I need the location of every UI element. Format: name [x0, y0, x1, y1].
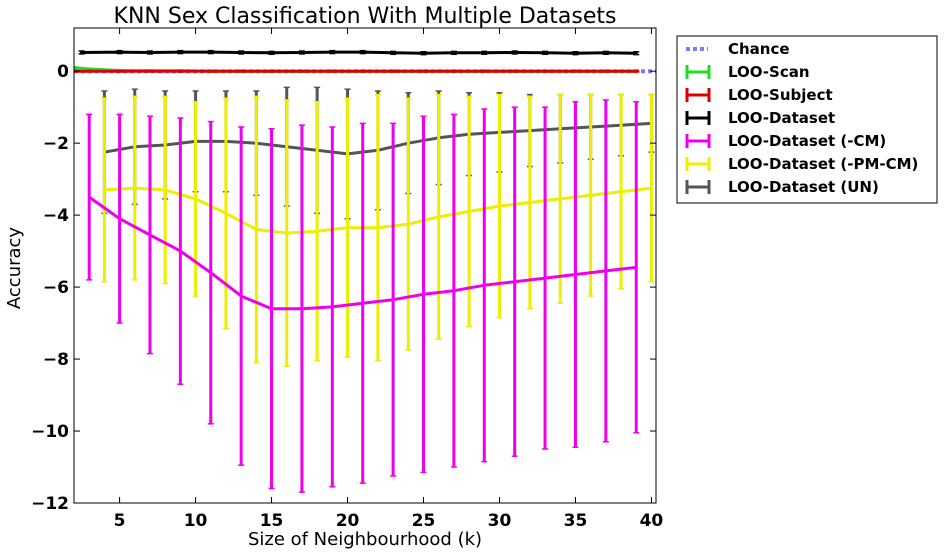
- legend-label: LOO-Dataset (UN): [728, 178, 879, 196]
- series-group: [74, 49, 656, 493]
- legend-item-loo-dataset-un: LOO-Dataset (UN): [685, 178, 879, 196]
- x-tick-label: 40: [640, 511, 664, 531]
- y-tick-label: −10: [31, 422, 69, 442]
- legend-item-loo-dataset: LOO-Dataset: [685, 109, 835, 127]
- legend-item-loo-scan: LOO-Scan: [685, 63, 810, 81]
- x-tick-label: 15: [260, 511, 284, 531]
- chart-title: KNN Sex Classification With Multiple Dat…: [114, 4, 617, 29]
- legend-label: LOO-Dataset (-PM-CM): [728, 155, 918, 173]
- legend-item-loo-dataset-cm: LOO-Dataset (-CM): [685, 132, 886, 150]
- series-loo-dataset: [78, 49, 640, 56]
- series-line: [81, 50, 637, 55]
- legend-box: [676, 35, 938, 204]
- legend-item-loo-dataset-pm-cm: LOO-Dataset (-PM-CM): [685, 155, 918, 173]
- y-tick-label: −4: [43, 206, 69, 226]
- x-tick-label: 25: [412, 511, 436, 531]
- x-tick-label: 10: [184, 511, 208, 531]
- legend-label: LOO-Scan: [728, 63, 810, 81]
- x-tick-label: 5: [114, 511, 126, 531]
- legend-label: LOO-Dataset: [728, 109, 835, 127]
- legend-item-loo-subject: LOO-Subject: [685, 86, 833, 104]
- y-tick-label: −12: [31, 494, 69, 514]
- y-tick-label: 0: [57, 62, 69, 82]
- y-axis-title: Accuracy: [4, 227, 25, 310]
- series-loo-subject: [74, 69, 640, 73]
- legend-label: LOO-Subject: [728, 86, 833, 104]
- series-line: [88, 195, 637, 311]
- plot-area: 5 10 15 20 25 30 35 40 0 −2 −4 −6 −8 −10 −12: [31, 27, 664, 531]
- x-tick-label: 30: [488, 511, 512, 531]
- series-line: [104, 186, 652, 235]
- legend: Chance LOO-Scan LOO-Subject LOO-Dataset LOO-…: [676, 35, 938, 204]
- x-axis-title: Size of Neighbourhood (k): [248, 529, 482, 550]
- y-tick-label: −2: [43, 134, 69, 154]
- y-tick-label: −8: [43, 350, 69, 370]
- y-tick-label: −6: [43, 278, 69, 298]
- plot-frame: [73, 27, 657, 504]
- x-tick-label: 20: [336, 511, 360, 531]
- legend-label: Chance: [728, 40, 790, 58]
- series-loo-dataset-cm: [86, 99, 640, 493]
- x-tick-label: 35: [564, 511, 588, 531]
- legend-item-chance: Chance: [686, 40, 790, 58]
- series-loo-dataset-pm-cm: [101, 93, 655, 368]
- legend-label: LOO-Dataset (-CM): [728, 132, 886, 150]
